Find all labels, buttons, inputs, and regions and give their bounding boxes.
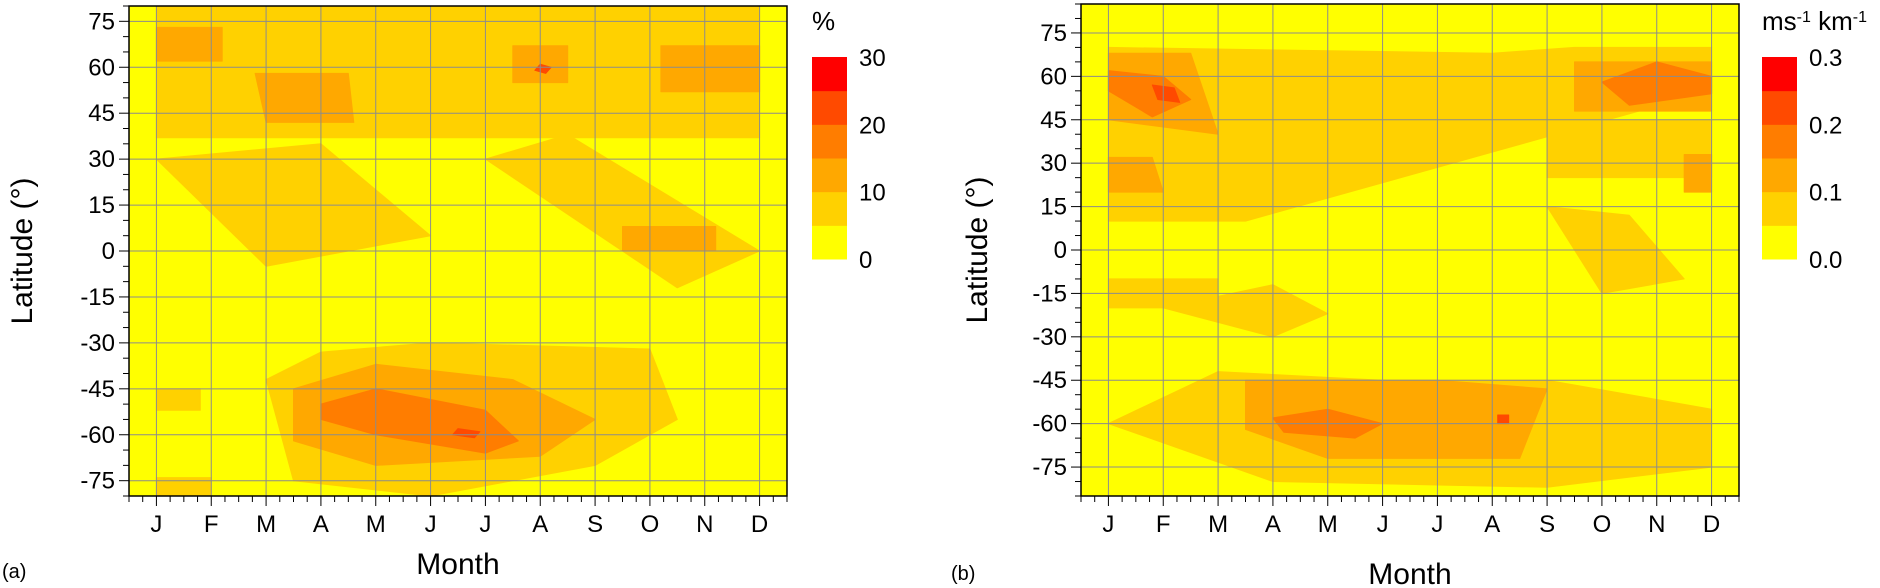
x-tick-label: S bbox=[587, 511, 603, 538]
grid bbox=[1081, 4, 1739, 496]
grid bbox=[129, 6, 787, 496]
x-tick-label: M bbox=[366, 511, 386, 538]
x-tick-label: D bbox=[1703, 511, 1720, 538]
y-tick-label: -30 bbox=[80, 330, 115, 357]
colorbar-label: 0.0 bbox=[1809, 247, 1842, 274]
y-tick-label: -60 bbox=[1032, 411, 1067, 438]
colorbar-title-text: ms bbox=[1762, 6, 1797, 36]
colorbar-label: 20 bbox=[859, 112, 886, 139]
colorbar-segment bbox=[812, 191, 847, 226]
y-tick-label: 15 bbox=[1040, 194, 1067, 221]
colorbar: 0.00.10.20.3ms-1 km-1 bbox=[1762, 6, 1867, 274]
x-tick-label: O bbox=[641, 511, 660, 538]
x-tick-label: J bbox=[479, 511, 491, 538]
x-axis-title: Month bbox=[416, 548, 499, 581]
colorbar-label: 0.1 bbox=[1809, 180, 1842, 207]
x-tick-label: F bbox=[204, 511, 219, 538]
contour-region-level-4 bbox=[452, 428, 481, 439]
y-tick-label: -30 bbox=[1032, 324, 1067, 351]
contour-fill bbox=[1107, 46, 1713, 488]
y-axis-title: Latitude (°) bbox=[961, 176, 994, 323]
x-tick-label: M bbox=[1318, 511, 1338, 538]
colorbar-segment bbox=[1762, 90, 1797, 125]
x-tick-label: J bbox=[1102, 511, 1114, 538]
contour-region-level-2 bbox=[660, 45, 761, 93]
x-tick-label: O bbox=[1593, 511, 1612, 538]
x-tick-label: A bbox=[1484, 511, 1500, 538]
contour-region-level-4 bbox=[534, 63, 552, 74]
y-tick-label: 75 bbox=[1040, 20, 1067, 47]
x-tick-label: M bbox=[256, 511, 276, 538]
panel-tag: (b) bbox=[951, 563, 975, 585]
contour-region-level-4 bbox=[1151, 84, 1181, 103]
colorbar-segment bbox=[1762, 57, 1797, 92]
colorbar-label: 0 bbox=[859, 247, 872, 274]
colorbar-segment bbox=[812, 158, 847, 193]
colorbar-segment bbox=[812, 124, 847, 159]
panel-b: J F M A M J J A S O N D 75 60 45 30 15 0 -15 -30 -45 -60 -75 Mo… bbox=[951, 3, 1867, 588]
panel-tag: (a) bbox=[2, 561, 26, 583]
panel-a: J F M A M J J A S O N D 75 60 45 30 15 0 -15 -30 -45 -60 -75 Mo… bbox=[2, 5, 886, 583]
x-tick-label: A bbox=[532, 511, 548, 538]
x-tick-label: N bbox=[696, 511, 713, 538]
y-tick-label: -45 bbox=[80, 376, 115, 403]
y-tick-label: -15 bbox=[80, 284, 115, 311]
colorbar-title-text: % bbox=[812, 6, 835, 36]
colorbar-label: 10 bbox=[859, 180, 886, 207]
colorbar-label: 30 bbox=[859, 45, 886, 72]
colorbar-segment bbox=[812, 57, 847, 92]
colorbar-title: % bbox=[812, 6, 835, 36]
contour-region-level-2 bbox=[254, 72, 355, 123]
colorbar-label: 0.2 bbox=[1809, 112, 1842, 139]
x-axis-title: Month bbox=[1368, 558, 1451, 588]
x-tick-label: D bbox=[751, 511, 768, 538]
y-tick-label: 60 bbox=[1040, 63, 1067, 90]
x-tick-label: J bbox=[425, 511, 437, 538]
x-tick-label: F bbox=[1156, 511, 1171, 538]
x-tick-label: N bbox=[1648, 511, 1665, 538]
colorbar-title-superscript: -1 bbox=[1797, 9, 1811, 26]
y-tick-label: 75 bbox=[88, 8, 115, 35]
y-tick-label: 45 bbox=[88, 100, 115, 127]
x-tick-label: S bbox=[1539, 511, 1555, 538]
x-tick-label: J bbox=[1377, 511, 1389, 538]
x-tick-label: A bbox=[313, 511, 329, 538]
contour-region-level-2 bbox=[155, 26, 223, 62]
colorbar-segment bbox=[1762, 124, 1797, 159]
y-tick-label: 30 bbox=[88, 146, 115, 173]
x-tick-label: J bbox=[1431, 511, 1443, 538]
y-tick-label: -75 bbox=[1032, 454, 1067, 481]
y-tick-label: 60 bbox=[88, 54, 115, 81]
contour-region-level-1 bbox=[155, 388, 201, 411]
y-tick-label: -45 bbox=[1032, 367, 1067, 394]
colorbar-segment bbox=[1762, 191, 1797, 226]
colorbar-segment bbox=[1762, 225, 1797, 260]
x-tick-label: M bbox=[1208, 511, 1228, 538]
colorbar-title-superscript: -1 bbox=[1853, 9, 1867, 26]
colorbar-label: 0.3 bbox=[1809, 45, 1842, 72]
contour-region-level-2 bbox=[622, 226, 717, 252]
y-tick-label: -15 bbox=[1032, 280, 1067, 307]
colorbar: 0 10 20 30% bbox=[812, 6, 886, 274]
y-tick-label: 30 bbox=[1040, 150, 1067, 177]
x-tick-label: A bbox=[1265, 511, 1281, 538]
y-tick-label: -75 bbox=[80, 468, 115, 495]
y-tick-label: 45 bbox=[1040, 107, 1067, 134]
colorbar-segment bbox=[1762, 158, 1797, 193]
y-tick-label: 0 bbox=[102, 238, 115, 265]
y-tick-label: 15 bbox=[88, 192, 115, 219]
y-tick-label: -60 bbox=[80, 422, 115, 449]
contour-region-level-4 bbox=[1497, 414, 1510, 425]
colorbar-segment bbox=[812, 90, 847, 125]
colorbar-title-text: km bbox=[1811, 6, 1853, 36]
x-tick-label: J bbox=[150, 511, 162, 538]
y-axis-title: Latitude (°) bbox=[6, 177, 39, 324]
contour-region-level-2 bbox=[1683, 154, 1713, 193]
colorbar-title: ms-1 km-1 bbox=[1762, 6, 1867, 36]
y-tick-label: 0 bbox=[1054, 237, 1067, 264]
colorbar-segment bbox=[812, 225, 847, 260]
